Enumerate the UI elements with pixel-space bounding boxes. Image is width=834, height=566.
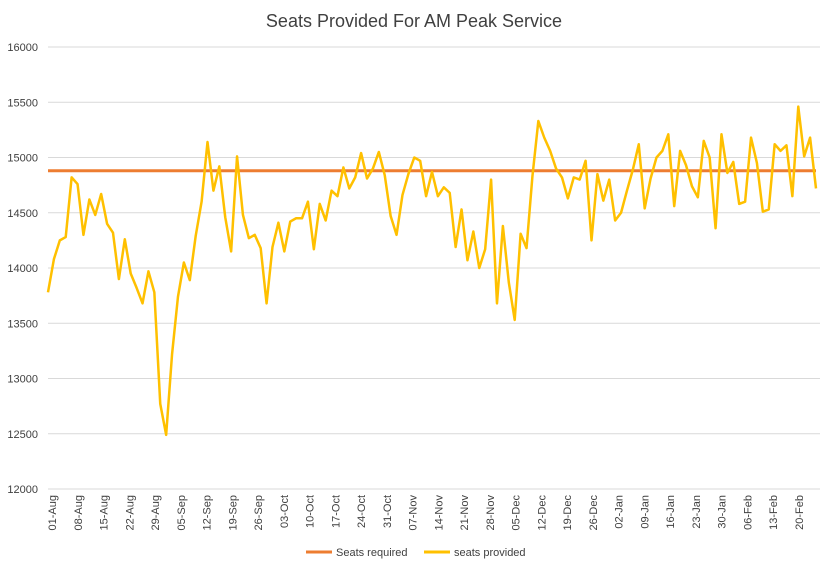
x-tick-label: 21-Nov xyxy=(459,495,471,531)
x-tick-label: 28-Nov xyxy=(485,495,497,531)
x-tick-label: 12-Dec xyxy=(536,495,548,531)
y-axis-ticks: 12000 12500 13000 13500 14000 14500 15000 15500… xyxy=(7,42,38,496)
x-tick-label: 30-Jan xyxy=(717,495,729,529)
x-tick-label: 06-Feb xyxy=(742,495,754,530)
y-tick-label: 15500 xyxy=(7,97,38,109)
x-tick-label: 19-Dec xyxy=(562,495,574,531)
x-tick-label: 17-Oct xyxy=(330,495,342,528)
y-tick-label: 13500 xyxy=(7,318,38,330)
x-tick-label: 29-Aug xyxy=(150,495,162,530)
x-tick-label: 20-Feb xyxy=(794,495,806,530)
y-tick-label: 12500 xyxy=(7,429,38,441)
y-tick-label: 12000 xyxy=(7,484,38,496)
x-tick-label: 02-Jan xyxy=(614,495,626,529)
x-tick-label: 09-Jan xyxy=(639,495,651,529)
x-tick-label: 05-Sep xyxy=(176,495,188,530)
x-tick-label: 15-Aug xyxy=(99,495,111,530)
x-tick-label: 24-Oct xyxy=(356,495,368,528)
y-tick-label: 16000 xyxy=(7,42,38,54)
x-tick-label: 01-Aug xyxy=(47,495,59,530)
x-tick-label: 07-Nov xyxy=(408,495,420,531)
x-tick-label: 26-Sep xyxy=(253,495,265,530)
x-tick-label: 22-Aug xyxy=(124,495,136,530)
x-tick-label: 14-Nov xyxy=(433,495,445,531)
x-tick-label: 05-Dec xyxy=(511,495,523,531)
y-tick-label: 15000 xyxy=(7,153,38,165)
x-tick-label: 26-Dec xyxy=(588,495,600,531)
x-tick-label: 13-Feb xyxy=(768,495,780,530)
x-tick-label: 19-Sep xyxy=(227,495,239,530)
x-tick-label: 12-Sep xyxy=(202,495,214,530)
y-tick-label: 13000 xyxy=(7,374,38,386)
x-tick-label: 23-Jan xyxy=(691,495,703,529)
x-tick-label: 31-Oct xyxy=(382,495,394,528)
legend: Seats required seats provided xyxy=(306,547,526,559)
x-tick-label: 03-Oct xyxy=(279,495,291,528)
x-axis-ticks: 01-Aug 08-Aug 15-Aug 22-Aug 29-Aug 05-Sep 12-S… xyxy=(47,495,806,531)
legend-label-seats-required: Seats required xyxy=(336,547,408,559)
gridlines xyxy=(48,46,820,490)
series-line-seats-provided xyxy=(46,105,818,437)
x-tick-label: 10-Oct xyxy=(305,495,317,528)
x-tick-label: 16-Jan xyxy=(665,495,677,529)
series-lines xyxy=(46,105,818,437)
x-tick-label: 08-Aug xyxy=(73,495,85,530)
chart-title: Seats Provided For AM Peak Service xyxy=(266,11,562,31)
y-tick-label: 14000 xyxy=(7,263,38,275)
legend-label-seats-provided: seats provided xyxy=(454,547,526,559)
y-tick-label: 14500 xyxy=(7,208,38,220)
